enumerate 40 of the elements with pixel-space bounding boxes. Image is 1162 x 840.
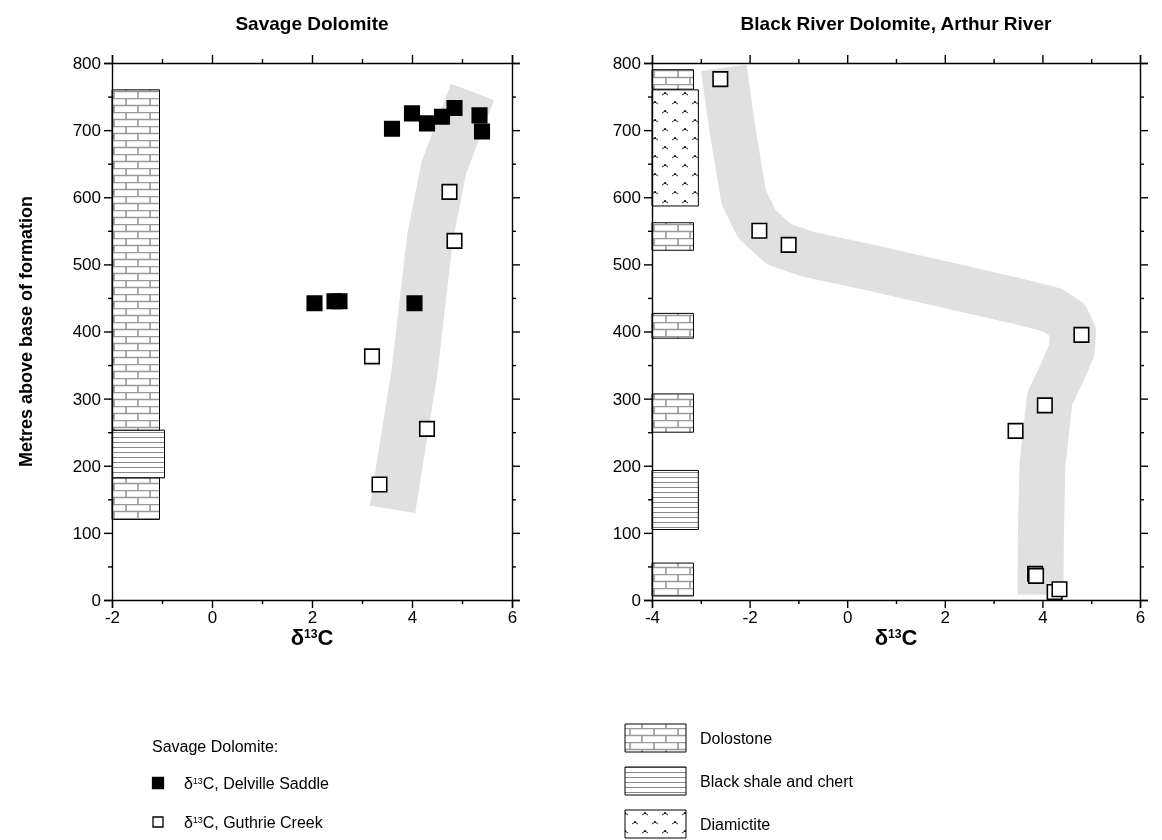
legend-title: Savage Dolomite: — [152, 738, 279, 755]
y-tick-label: 800 — [612, 53, 641, 73]
x-tick-label: -2 — [104, 608, 121, 628]
x-axis-title: δ$^{13}$C — [290, 625, 334, 650]
y-tick-label: 500 — [72, 255, 101, 275]
x-tick-label: -2 — [742, 608, 758, 628]
text: Black shale and chert — [700, 773, 854, 790]
y-tick-label: 400 — [72, 322, 101, 342]
y-tick-label: 400 — [612, 322, 641, 342]
legend-label: δ$^{13}$C, Delville Saddle — [184, 775, 330, 792]
x-tick-label: 2 — [940, 608, 951, 628]
y-tick-label: 300 — [72, 389, 101, 409]
y-tick-label: 600 — [612, 188, 641, 208]
y-tick-label: 800 — [72, 53, 101, 73]
y-tick-label: 200 — [612, 456, 641, 476]
chart-title: Black River Dolomite, Arthur River — [740, 13, 1052, 34]
y-tick-label: 100 — [612, 523, 641, 543]
x-tick-label: 6 — [507, 608, 518, 628]
x-tick-label: -4 — [644, 608, 661, 628]
y-tick-label: 200 — [72, 456, 101, 476]
y-tick-label: 100 — [72, 523, 101, 543]
legend-label: δ$^{13}$C, Guthrie Creek — [184, 814, 324, 831]
x-tick-label: 4 — [407, 608, 418, 628]
y-tick-label: 600 — [72, 188, 101, 208]
y-tick-label: 0 — [91, 590, 101, 610]
y-tick-label: 0 — [631, 590, 641, 610]
y-tick-label: 700 — [612, 121, 641, 141]
chart-title: Savage Dolomite — [235, 13, 389, 34]
y-tick-label: 700 — [72, 121, 101, 141]
x-tick-label: 0 — [842, 608, 853, 628]
x-tick-label: 0 — [207, 608, 218, 628]
text: Dolostone — [700, 730, 773, 747]
x-tick-label: 2 — [307, 608, 318, 628]
y-axis-title: Metres above base of formation — [16, 195, 36, 468]
x-tick-label: 4 — [1038, 608, 1048, 628]
text: Diamictite — [700, 816, 771, 833]
y-tick-label: 300 — [612, 389, 641, 409]
y-tick-label: 500 — [612, 255, 641, 275]
x-tick-label: 6 — [1135, 608, 1146, 628]
x-axis-title: δ$^{13}$C — [874, 625, 918, 650]
